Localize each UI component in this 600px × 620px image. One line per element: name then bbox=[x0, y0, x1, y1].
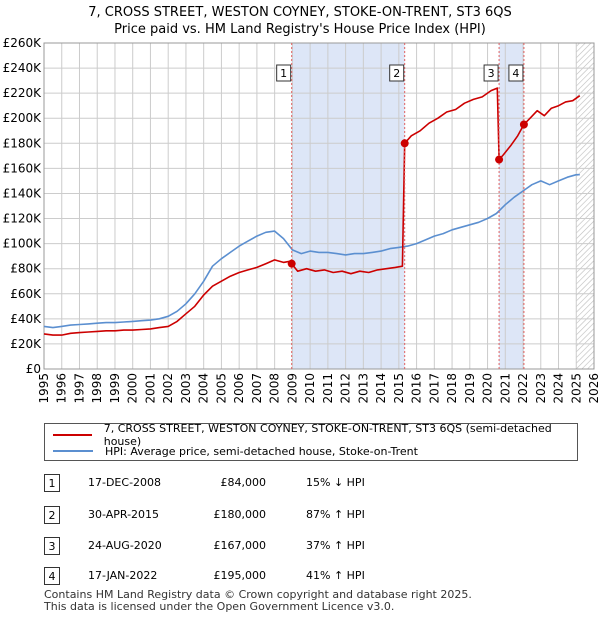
transaction-price: £167,000 bbox=[213, 539, 267, 552]
transaction-date: 17-JAN-2022 bbox=[88, 569, 158, 582]
x-tick-label: 1997 bbox=[72, 373, 86, 404]
y-tick-label: £80K bbox=[10, 262, 42, 276]
x-tick-label: 2012 bbox=[339, 373, 353, 404]
x-tick-label: 2026 bbox=[587, 373, 600, 404]
table-row: 4 17-JAN-2022 £195,000 41% ↑ HPI bbox=[44, 567, 444, 587]
shaded-period bbox=[499, 43, 524, 369]
y-tick-label: £20K bbox=[10, 337, 42, 351]
shaded-period bbox=[291, 43, 405, 369]
transaction-hpi-diff: 87% ↑ HPI bbox=[306, 508, 365, 521]
transaction-hpi-diff: 15% ↓ HPI bbox=[306, 476, 365, 489]
transaction-date: 30-APR-2015 bbox=[88, 508, 160, 521]
x-tick-label: 2005 bbox=[214, 373, 228, 404]
table-row: 1 17-DEC-2008 £84,000 15% ↓ HPI bbox=[44, 474, 444, 494]
chart-subtitle: Price paid vs. HM Land Registry's House … bbox=[114, 22, 486, 37]
property-series-line bbox=[43, 87, 581, 336]
x-tick-label: 2003 bbox=[179, 373, 193, 404]
legend-label-property: 7, CROSS STREET, WESTON COYNEY, STOKE-ON… bbox=[103, 422, 552, 448]
footer-copyright: Contains HM Land Registry data © Crown c… bbox=[44, 588, 472, 601]
x-tick-label: 2023 bbox=[534, 373, 548, 404]
sale-marker-label: 4 bbox=[512, 67, 519, 80]
transaction-date: 24-AUG-2020 bbox=[88, 539, 162, 552]
table-row: 2 30-APR-2015 £180,000 87% ↑ HPI bbox=[44, 506, 444, 526]
sale-marker-box bbox=[508, 64, 524, 82]
sale-point bbox=[287, 259, 296, 268]
plot-frame bbox=[43, 42, 595, 370]
legend-item-hpi: HPI: Average price, semi-detached house,… bbox=[53, 443, 418, 459]
x-tick-label: 2002 bbox=[161, 373, 175, 404]
price-chart: £0 £20K £40K £60K £80K £100K £120K £140K £160K £1… bbox=[3, 36, 600, 404]
transaction-number: 4 bbox=[44, 567, 60, 585]
sale-marker-label: 3 bbox=[488, 67, 495, 80]
y-tick-label: £240K bbox=[3, 61, 43, 75]
sale-marker-label: 1 bbox=[280, 67, 287, 80]
x-tick-label: 1999 bbox=[108, 373, 122, 404]
legend-swatch-property bbox=[53, 434, 92, 436]
x-tick-label: 2024 bbox=[552, 373, 566, 404]
chart-title: 7, CROSS STREET, WESTON COYNEY, STOKE-ON… bbox=[0, 4, 600, 38]
y-tick-label: £60K bbox=[10, 287, 42, 301]
transaction-price: £180,000 bbox=[213, 508, 267, 521]
y-tick-label: £180K bbox=[3, 136, 43, 150]
transaction-price: £195,000 bbox=[213, 569, 267, 582]
y-tick-label: £120K bbox=[3, 212, 43, 226]
sale-point bbox=[519, 120, 528, 129]
sale-marker-label: 2 bbox=[393, 67, 400, 80]
sale-point bbox=[495, 155, 504, 164]
hpi-series-line bbox=[43, 173, 580, 329]
x-tick-label: 2004 bbox=[197, 373, 211, 404]
x-tick-label: 2025 bbox=[569, 373, 583, 404]
x-tick-label: 2017 bbox=[427, 373, 441, 404]
x-tick-label: 2014 bbox=[374, 373, 388, 404]
legend-swatch-hpi bbox=[53, 450, 93, 452]
legend: 7, CROSS STREET, WESTON COYNEY, STOKE-ON… bbox=[44, 422, 578, 461]
x-tick-label: 2022 bbox=[516, 373, 530, 404]
table-row: 3 24-AUG-2020 £167,000 37% ↑ HPI bbox=[44, 537, 444, 557]
x-tick-label: 2020 bbox=[481, 373, 495, 404]
x-tick-label: 2018 bbox=[445, 373, 459, 404]
x-tick-label: 2007 bbox=[250, 373, 264, 404]
x-tick-label: 2016 bbox=[410, 373, 424, 404]
x-tick-label: 2019 bbox=[463, 373, 477, 404]
x-tick-label: 2006 bbox=[232, 373, 246, 404]
y-tick-label: £140K bbox=[3, 186, 43, 200]
transaction-number: 2 bbox=[44, 506, 60, 524]
footer: Contains HM Land Registry data © Crown c… bbox=[44, 589, 472, 613]
x-tick-label: 2008 bbox=[268, 373, 282, 404]
sale-marker-box bbox=[483, 64, 499, 82]
y-tick-label: £200K bbox=[3, 111, 43, 125]
projection-hatch bbox=[576, 43, 594, 369]
x-tick-label: 2015 bbox=[392, 373, 406, 404]
y-tick-label: £100K bbox=[3, 237, 43, 251]
transaction-hpi-diff: 41% ↑ HPI bbox=[306, 569, 365, 582]
sale-point bbox=[400, 139, 409, 148]
y-tick-label: £160K bbox=[3, 161, 43, 175]
transaction-number: 1 bbox=[44, 474, 60, 492]
transaction-price: £84,000 bbox=[220, 476, 267, 489]
x-tick-label: 2021 bbox=[498, 373, 512, 404]
legend-label-hpi: HPI: Average price, semi-detached house,… bbox=[105, 444, 418, 458]
y-tick-label: £260K bbox=[3, 36, 43, 50]
x-tick-label: 2010 bbox=[303, 373, 317, 404]
x-tick-label: 2009 bbox=[285, 373, 299, 404]
x-tick-label: 2011 bbox=[321, 373, 335, 404]
transaction-hpi-diff: 37% ↑ HPI bbox=[306, 539, 365, 552]
transaction-date: 17-DEC-2008 bbox=[88, 476, 162, 489]
y-tick-label: £40K bbox=[10, 312, 42, 326]
chart-title-line1: 7, CROSS STREET, WESTON COYNEY, STOKE-ON… bbox=[88, 5, 512, 20]
y-tick-label: £220K bbox=[3, 86, 43, 100]
x-tick-label: 1998 bbox=[90, 373, 104, 404]
transaction-number: 3 bbox=[44, 537, 60, 555]
x-tick-label: 2013 bbox=[356, 373, 370, 404]
footer-licence: This data is licensed under the Open Gov… bbox=[44, 600, 395, 613]
sale-marker-box bbox=[276, 64, 292, 82]
legend-item-property: 7, CROSS STREET, WESTON COYNEY, STOKE-ON… bbox=[53, 422, 577, 448]
y-tick-label: £0 bbox=[26, 362, 41, 376]
x-tick-label: 1995 bbox=[37, 373, 51, 404]
x-tick-label: 2001 bbox=[143, 373, 157, 404]
x-tick-label: 1996 bbox=[55, 373, 69, 404]
x-tick-label: 2000 bbox=[126, 373, 140, 404]
sale-marker-box bbox=[389, 64, 405, 82]
